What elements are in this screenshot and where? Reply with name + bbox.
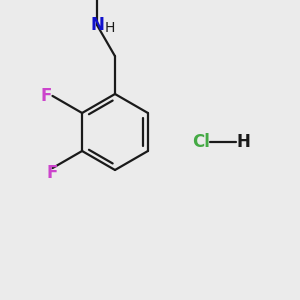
Text: F: F [47,164,58,182]
Text: H: H [236,133,250,151]
Text: N: N [90,16,104,34]
Text: H: H [105,21,115,35]
Text: Cl: Cl [192,133,210,151]
Text: F: F [41,87,52,105]
